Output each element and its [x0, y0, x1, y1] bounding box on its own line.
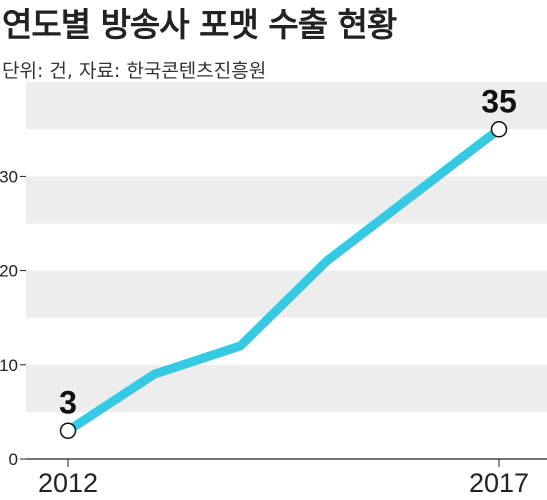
- x-axis-ticks: 2012 2017: [38, 459, 529, 498]
- series-line: [63, 124, 504, 436]
- grid-bands: [26, 82, 547, 412]
- y-axis-ticks: 0 10 20 30: [0, 167, 26, 469]
- grid-band: [26, 176, 547, 224]
- y-tick-label: 30: [0, 167, 18, 186]
- x-tick-label: 2012: [38, 468, 98, 498]
- y-tick-label: 20: [0, 262, 18, 281]
- data-markers: [59, 121, 508, 439]
- data-labels: 3 35: [59, 83, 517, 420]
- data-label: 3: [59, 385, 77, 421]
- grid-band: [26, 82, 547, 130]
- grid-band: [26, 270, 547, 318]
- x-tick-label: 2017: [469, 468, 529, 498]
- chart-title: 연도별 방송사 포맷 수출 현황: [2, 5, 397, 44]
- y-tick-label: 0: [9, 450, 18, 469]
- chart-source: 단위: 건, 자료: 한국콘텐츠진흥원: [2, 60, 267, 82]
- data-point-marker: [490, 121, 508, 138]
- y-tick-label: 10: [0, 356, 18, 375]
- data-label: 35: [481, 83, 517, 119]
- data-point-marker: [59, 422, 77, 439]
